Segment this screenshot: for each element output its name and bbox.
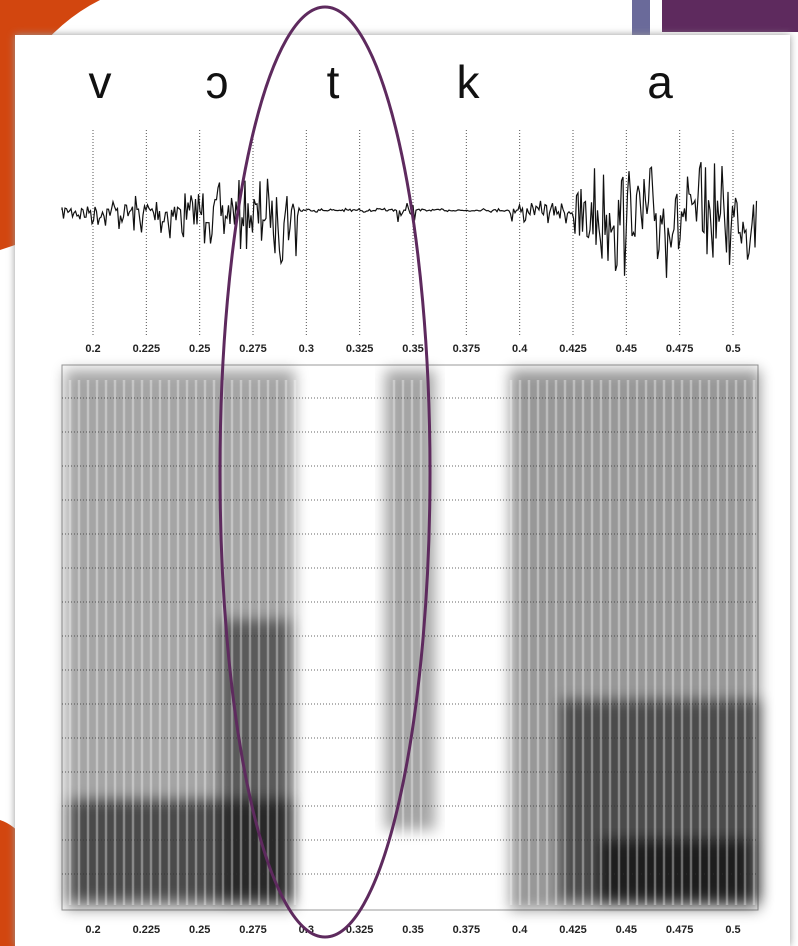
time-tick-label: 0.375 — [453, 924, 481, 936]
spectrogram-energy — [220, 620, 290, 900]
labels: v ɔ t k a 0.2 0.2 0.225 0.225 0.25 0.25 0.275 0.275 0… — [85, 56, 740, 936]
time-tick-label: 0.475 — [666, 924, 694, 936]
time-tick-label: 0.225 — [133, 343, 161, 355]
time-tick-label: 0.35 — [402, 343, 423, 355]
highlight-ellipse — [218, 5, 432, 939]
time-tick-label: 0.5 — [725, 343, 740, 355]
time-tick-label: 0.475 — [666, 343, 694, 355]
segment-label: t — [327, 56, 340, 108]
time-tick-label: 0.225 — [133, 924, 161, 936]
time-tick-label: 0.425 — [559, 924, 587, 936]
time-tick-label: 0.275 — [239, 343, 267, 355]
time-tick-label: 0.275 — [239, 924, 267, 936]
time-tick-label: 0.2 — [85, 924, 100, 936]
segment-label: v — [89, 56, 112, 108]
time-tick-label: 0.45 — [616, 924, 637, 936]
segment-label: k — [457, 56, 481, 108]
time-tick-label: 0.5 — [725, 924, 740, 936]
spectrogram — [61, 364, 760, 911]
time-tick-label: 0.25 — [189, 343, 210, 355]
time-tick-label: 0.45 — [616, 343, 637, 355]
segment-label: a — [647, 56, 673, 108]
time-tick-label: 0.35 — [402, 924, 423, 936]
time-tick-label: 0.2 — [85, 343, 100, 355]
time-tick-label: 0.4 — [512, 343, 528, 355]
time-tick-label: 0.325 — [346, 924, 374, 936]
time-tick-label: 0.325 — [346, 343, 374, 355]
spectrogram-energy — [600, 840, 750, 900]
segment-label: ɔ — [206, 56, 229, 108]
time-tick-label: 0.4 — [512, 924, 528, 936]
time-tick-label: 0.425 — [559, 343, 587, 355]
waveform-line — [61, 162, 758, 278]
waveform — [61, 130, 758, 335]
time-tick-label: 0.25 — [189, 924, 210, 936]
spectrogram-energy — [385, 370, 435, 830]
time-tick-label: 0.3 — [299, 343, 314, 355]
time-tick-label: 0.375 — [453, 343, 481, 355]
decor-bar — [632, 0, 650, 40]
decor-purple — [662, 0, 798, 32]
